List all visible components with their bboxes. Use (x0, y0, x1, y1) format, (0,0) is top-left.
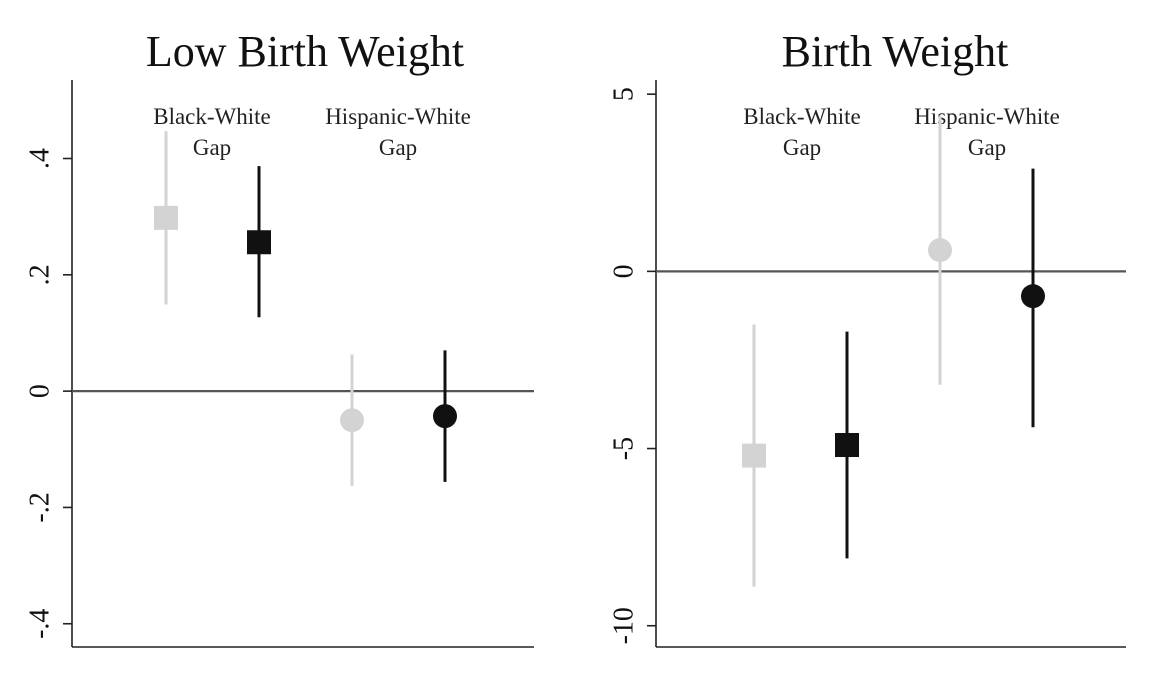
point-marker-0-2 (340, 408, 364, 433)
group-label-0-0-line1: Black-White (153, 104, 271, 129)
point-marker-0-3 (433, 404, 457, 429)
group-label-0-1-line1: Hispanic-White (325, 104, 471, 129)
chart-title-0: Low Birth Weight (146, 27, 464, 76)
group-label-1-0-line2: Gap (783, 135, 821, 160)
y-tick-label-1-1: -5 (608, 437, 639, 460)
point-marker-1-1 (835, 433, 859, 458)
y-tick-label-1-3: 5 (608, 87, 639, 101)
y-tick-label-0-1: -.2 (24, 492, 55, 522)
point-marker-0-0 (154, 205, 178, 230)
y-tick-label-0-3: .2 (24, 264, 55, 285)
point-marker-0-1 (247, 230, 271, 255)
y-tick-label-0-0: -.4 (24, 609, 55, 639)
y-tick-label-0-2: 0 (24, 384, 55, 398)
point-marker-1-2 (928, 238, 952, 263)
chart-title-1: Birth Weight (782, 27, 1009, 76)
group-label-1-1-line2: Gap (968, 135, 1006, 160)
group-label-0-1-line2: Gap (379, 135, 417, 160)
point-marker-1-3 (1021, 284, 1045, 309)
y-tick-label-0-4: .4 (24, 148, 55, 169)
y-tick-label-1-0: -10 (608, 607, 639, 644)
point-marker-1-0 (742, 443, 766, 468)
group-label-1-0-line1: Black-White (743, 104, 861, 129)
group-label-1-1-line1: Hispanic-White (914, 104, 1060, 129)
y-tick-label-1-2: 0 (608, 264, 639, 278)
group-label-0-0-line2: Gap (193, 135, 231, 160)
